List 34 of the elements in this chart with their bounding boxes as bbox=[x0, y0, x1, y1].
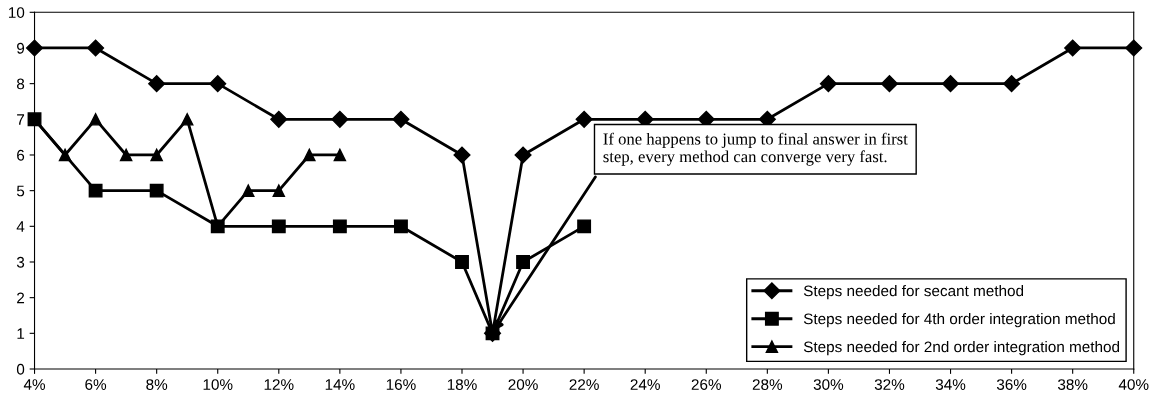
x-tick-label: 12% bbox=[264, 379, 294, 390]
legend-label: Steps needed for 4th order integration method bbox=[803, 313, 1115, 328]
x-tick-label: 8% bbox=[146, 379, 168, 390]
y-tick-label: 8 bbox=[16, 78, 25, 90]
x-tick-label: 14% bbox=[325, 379, 355, 390]
legend-label: Steps needed for secant method bbox=[803, 285, 1024, 300]
y-tick-label: 2 bbox=[17, 292, 25, 304]
x-tick-label: 40% bbox=[1118, 379, 1149, 390]
x-tick-label: 16% bbox=[386, 379, 416, 390]
x-tick-label: 22% bbox=[569, 379, 599, 390]
y-tick-label: 6 bbox=[17, 149, 25, 161]
x-tick-label: 32% bbox=[874, 379, 905, 390]
x-tick-label: 20% bbox=[508, 379, 538, 390]
y-tick-label: 7 bbox=[17, 114, 25, 125]
y-tick-label: 3 bbox=[16, 256, 25, 268]
annotation: If one happens to jump to final answer in first step, every method can converge very fast. bbox=[603, 132, 908, 166]
y-tick-label: 10 bbox=[8, 7, 25, 18]
x-tick-label: 6% bbox=[85, 379, 107, 390]
x-tick-label: 36% bbox=[996, 379, 1027, 390]
x-tick-label: 18% bbox=[447, 379, 477, 390]
x-tick-label: 10% bbox=[203, 379, 233, 390]
y-tick-label: 4 bbox=[16, 221, 25, 232]
x-tick-label: 26% bbox=[691, 379, 722, 390]
x-tick-label: 28% bbox=[752, 379, 783, 390]
x-tick-label: 24% bbox=[630, 379, 660, 390]
x-tick-label: 34% bbox=[935, 379, 966, 390]
x-tick-label: 4% bbox=[23, 379, 46, 390]
y-tick-label: 5 bbox=[16, 185, 25, 197]
y-tick-label: 0 bbox=[16, 363, 25, 375]
y-tick-label: 1 bbox=[17, 328, 25, 339]
y-tick-label: 9 bbox=[17, 42, 25, 54]
x-tick-label: 38% bbox=[1057, 379, 1088, 390]
legend-label: Steps needed for 2nd order integration method bbox=[803, 341, 1120, 356]
x-tick-label: 30% bbox=[813, 379, 844, 390]
